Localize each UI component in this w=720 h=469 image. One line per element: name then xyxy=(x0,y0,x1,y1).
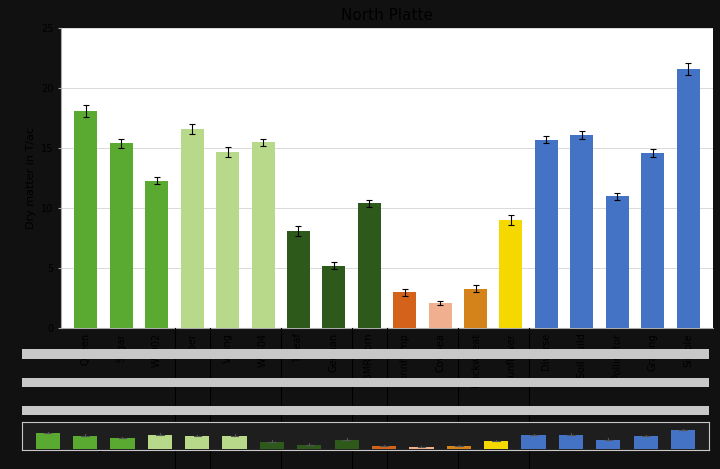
Bar xyxy=(73,436,97,449)
Bar xyxy=(287,231,310,328)
Bar xyxy=(35,433,60,449)
Bar xyxy=(260,442,284,449)
Text: Sudan: Sudan xyxy=(176,442,209,453)
Bar xyxy=(671,431,696,449)
Bar xyxy=(110,144,133,328)
Bar xyxy=(428,303,451,328)
Bar xyxy=(484,441,508,449)
Text: Sorghum-sudan: Sorghum-sudan xyxy=(80,442,163,453)
Y-axis label: Dry matter in T/ac: Dry matter in T/ac xyxy=(25,127,35,229)
Bar xyxy=(297,445,322,449)
Bar xyxy=(251,142,274,328)
Bar xyxy=(110,439,135,449)
Bar xyxy=(148,435,172,449)
Bar xyxy=(216,152,239,328)
Bar xyxy=(634,436,658,449)
Bar xyxy=(222,436,247,449)
Bar xyxy=(181,129,204,328)
Text: Legume: Legume xyxy=(402,442,444,453)
Bar xyxy=(606,196,629,328)
Bar xyxy=(185,436,210,449)
Title: North Platte: North Platte xyxy=(341,8,433,23)
Bar xyxy=(145,181,168,328)
Bar xyxy=(521,435,546,449)
Text: Corn: Corn xyxy=(357,442,382,453)
Text: Millet: Millet xyxy=(302,442,330,453)
Bar xyxy=(358,204,381,328)
Bar xyxy=(409,447,433,449)
Bar xyxy=(596,439,621,449)
Bar xyxy=(446,446,471,449)
Bar xyxy=(464,289,487,328)
Bar xyxy=(372,446,396,449)
Bar xyxy=(677,69,700,328)
Text: Mixes: Mixes xyxy=(603,442,632,453)
Bar xyxy=(323,266,346,328)
Bar xyxy=(500,220,523,328)
Bar xyxy=(641,153,664,328)
Text: Broadleaf: Broadleaf xyxy=(468,442,518,453)
Bar xyxy=(335,440,359,449)
Bar xyxy=(393,292,416,328)
Text: Sorghum: Sorghum xyxy=(222,442,269,453)
Bar xyxy=(535,140,558,328)
Bar xyxy=(74,111,97,328)
Bar xyxy=(570,135,593,328)
Bar xyxy=(559,435,583,449)
